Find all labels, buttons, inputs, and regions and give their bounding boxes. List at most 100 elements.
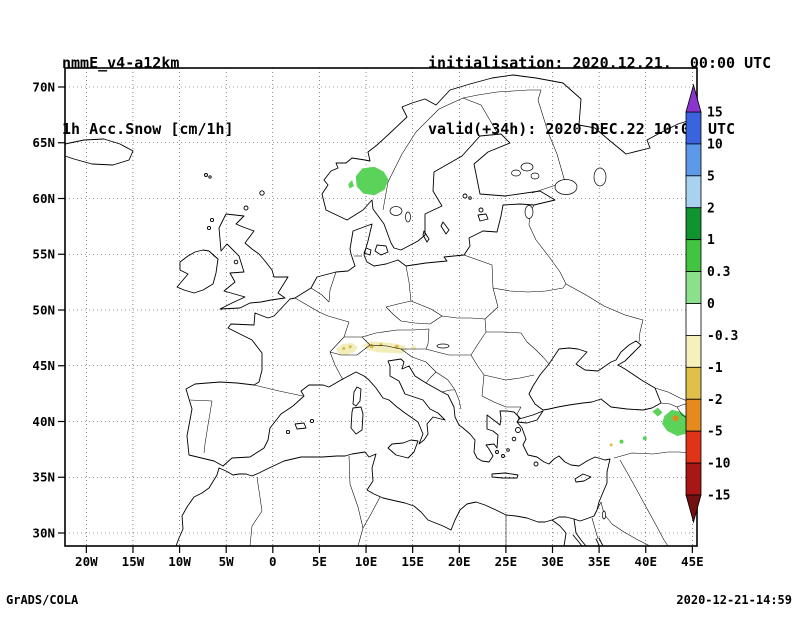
island-dot bbox=[501, 454, 505, 458]
island-dot bbox=[233, 259, 239, 265]
colorbar-segment bbox=[685, 271, 702, 304]
coastline-path bbox=[516, 410, 544, 424]
colorbar-segment bbox=[685, 462, 702, 496]
snow-shaded-region bbox=[336, 342, 358, 356]
x-axis-tick-label: 10W bbox=[168, 554, 191, 569]
x-axis-tick-label: 30E bbox=[541, 554, 564, 569]
coastline-path bbox=[477, 213, 489, 222]
island-dot bbox=[208, 175, 212, 179]
country-border-path bbox=[613, 451, 691, 459]
colorbar-tick-label: -15 bbox=[707, 489, 730, 504]
snow-shaded-region bbox=[652, 407, 663, 417]
coastline-path bbox=[294, 422, 307, 430]
lake-shape bbox=[593, 167, 607, 187]
colorbar-segment bbox=[685, 143, 702, 177]
colorbar-segment bbox=[685, 335, 702, 368]
colorbar-tick-label: 15 bbox=[707, 106, 723, 121]
country-border-path bbox=[535, 239, 567, 285]
coastline-path bbox=[595, 538, 600, 547]
shaded-snow-layer bbox=[336, 166, 692, 447]
island-dot bbox=[478, 207, 484, 213]
island-dot bbox=[506, 448, 510, 452]
coastline-path bbox=[551, 519, 567, 547]
colorbar-tick-label: 0 bbox=[707, 297, 715, 312]
colorbar-tick-label: -10 bbox=[707, 457, 731, 472]
map-frame-layer bbox=[64, 67, 698, 547]
coastline-path bbox=[491, 472, 519, 479]
x-axis-tick-label: 40E bbox=[634, 554, 657, 569]
lake-shape bbox=[436, 343, 450, 349]
country-border-path bbox=[596, 501, 605, 515]
colorbar-arrow-bottom bbox=[685, 494, 702, 524]
island-dot bbox=[533, 461, 539, 467]
colorbar-tick-label: -5 bbox=[707, 425, 723, 440]
country-border-path bbox=[411, 356, 437, 373]
colorbar-segment bbox=[685, 111, 702, 145]
y-axis-tick-label: 55N bbox=[32, 247, 55, 262]
lake-layer bbox=[389, 162, 607, 520]
y-axis-tick-label: 35N bbox=[32, 470, 55, 485]
country-border-path bbox=[189, 399, 213, 454]
lake-shape bbox=[520, 162, 534, 172]
snow-shaded-region bbox=[348, 180, 354, 189]
x-axis-tick-label: 10E bbox=[355, 554, 378, 569]
colorbar-segment bbox=[685, 239, 702, 272]
lake-shape bbox=[554, 179, 578, 195]
country-border-path bbox=[362, 496, 381, 529]
colorbar-tick-label: 5 bbox=[707, 169, 715, 184]
x-axis-tick-label: 15W bbox=[122, 554, 145, 569]
x-axis-tick-label: 5W bbox=[219, 554, 235, 569]
lake-shape bbox=[511, 169, 521, 177]
country-border-path bbox=[480, 104, 499, 135]
country-border-path bbox=[344, 328, 430, 350]
colorbar-arrow-top bbox=[685, 83, 702, 113]
colorbar-segment bbox=[685, 366, 702, 400]
country-border-path bbox=[484, 264, 499, 320]
island-dot bbox=[209, 217, 215, 223]
snow-shaded-region bbox=[355, 166, 389, 196]
island-dot bbox=[206, 225, 212, 231]
x-axis-tick-label: 45E bbox=[681, 554, 704, 569]
coastline-path bbox=[572, 534, 583, 547]
y-axis-tick-label: 50N bbox=[32, 302, 55, 317]
island-dot bbox=[285, 429, 291, 435]
country-border-path bbox=[425, 348, 450, 356]
country-border-path bbox=[565, 283, 644, 343]
country-border-path bbox=[483, 374, 535, 381]
x-axis-tick-label: 0 bbox=[269, 554, 277, 569]
country-border-path bbox=[516, 406, 522, 420]
map-frame bbox=[64, 67, 698, 547]
coastline-path bbox=[422, 230, 430, 243]
country-border-path bbox=[329, 344, 371, 356]
coastline-path bbox=[185, 74, 698, 467]
x-axis-tick-label: 20E bbox=[448, 554, 471, 569]
colorbar-segment bbox=[685, 303, 702, 336]
coastline-path bbox=[598, 537, 604, 547]
country-border-path bbox=[425, 371, 437, 384]
y-axis-tick-label: 70N bbox=[32, 79, 55, 94]
country-border-path bbox=[361, 336, 371, 346]
coastline-path bbox=[528, 340, 662, 411]
country-border-path bbox=[462, 89, 541, 99]
x-axis-tick-label: 20W bbox=[75, 554, 98, 569]
lake-shape bbox=[524, 205, 534, 219]
country-border-path bbox=[328, 271, 337, 303]
y-axis-tick-label: 60N bbox=[32, 191, 55, 206]
coastline-path bbox=[352, 386, 362, 407]
island-dot bbox=[468, 196, 472, 200]
colorbar-segment bbox=[685, 430, 702, 464]
colorbar-tick-label: -1 bbox=[707, 361, 723, 376]
coastline-path bbox=[218, 213, 289, 310]
island-dot bbox=[259, 190, 265, 196]
snow-shaded-dot bbox=[672, 415, 679, 422]
country-border-path bbox=[520, 332, 550, 365]
country-border-path bbox=[382, 97, 464, 211]
snow-shaded-dot bbox=[642, 436, 647, 441]
country-border-path bbox=[484, 318, 487, 333]
y-axis-tick-label: 40N bbox=[32, 414, 55, 429]
country-border-path bbox=[462, 97, 482, 106]
island-dot bbox=[243, 205, 249, 211]
coastline-path bbox=[573, 518, 587, 547]
